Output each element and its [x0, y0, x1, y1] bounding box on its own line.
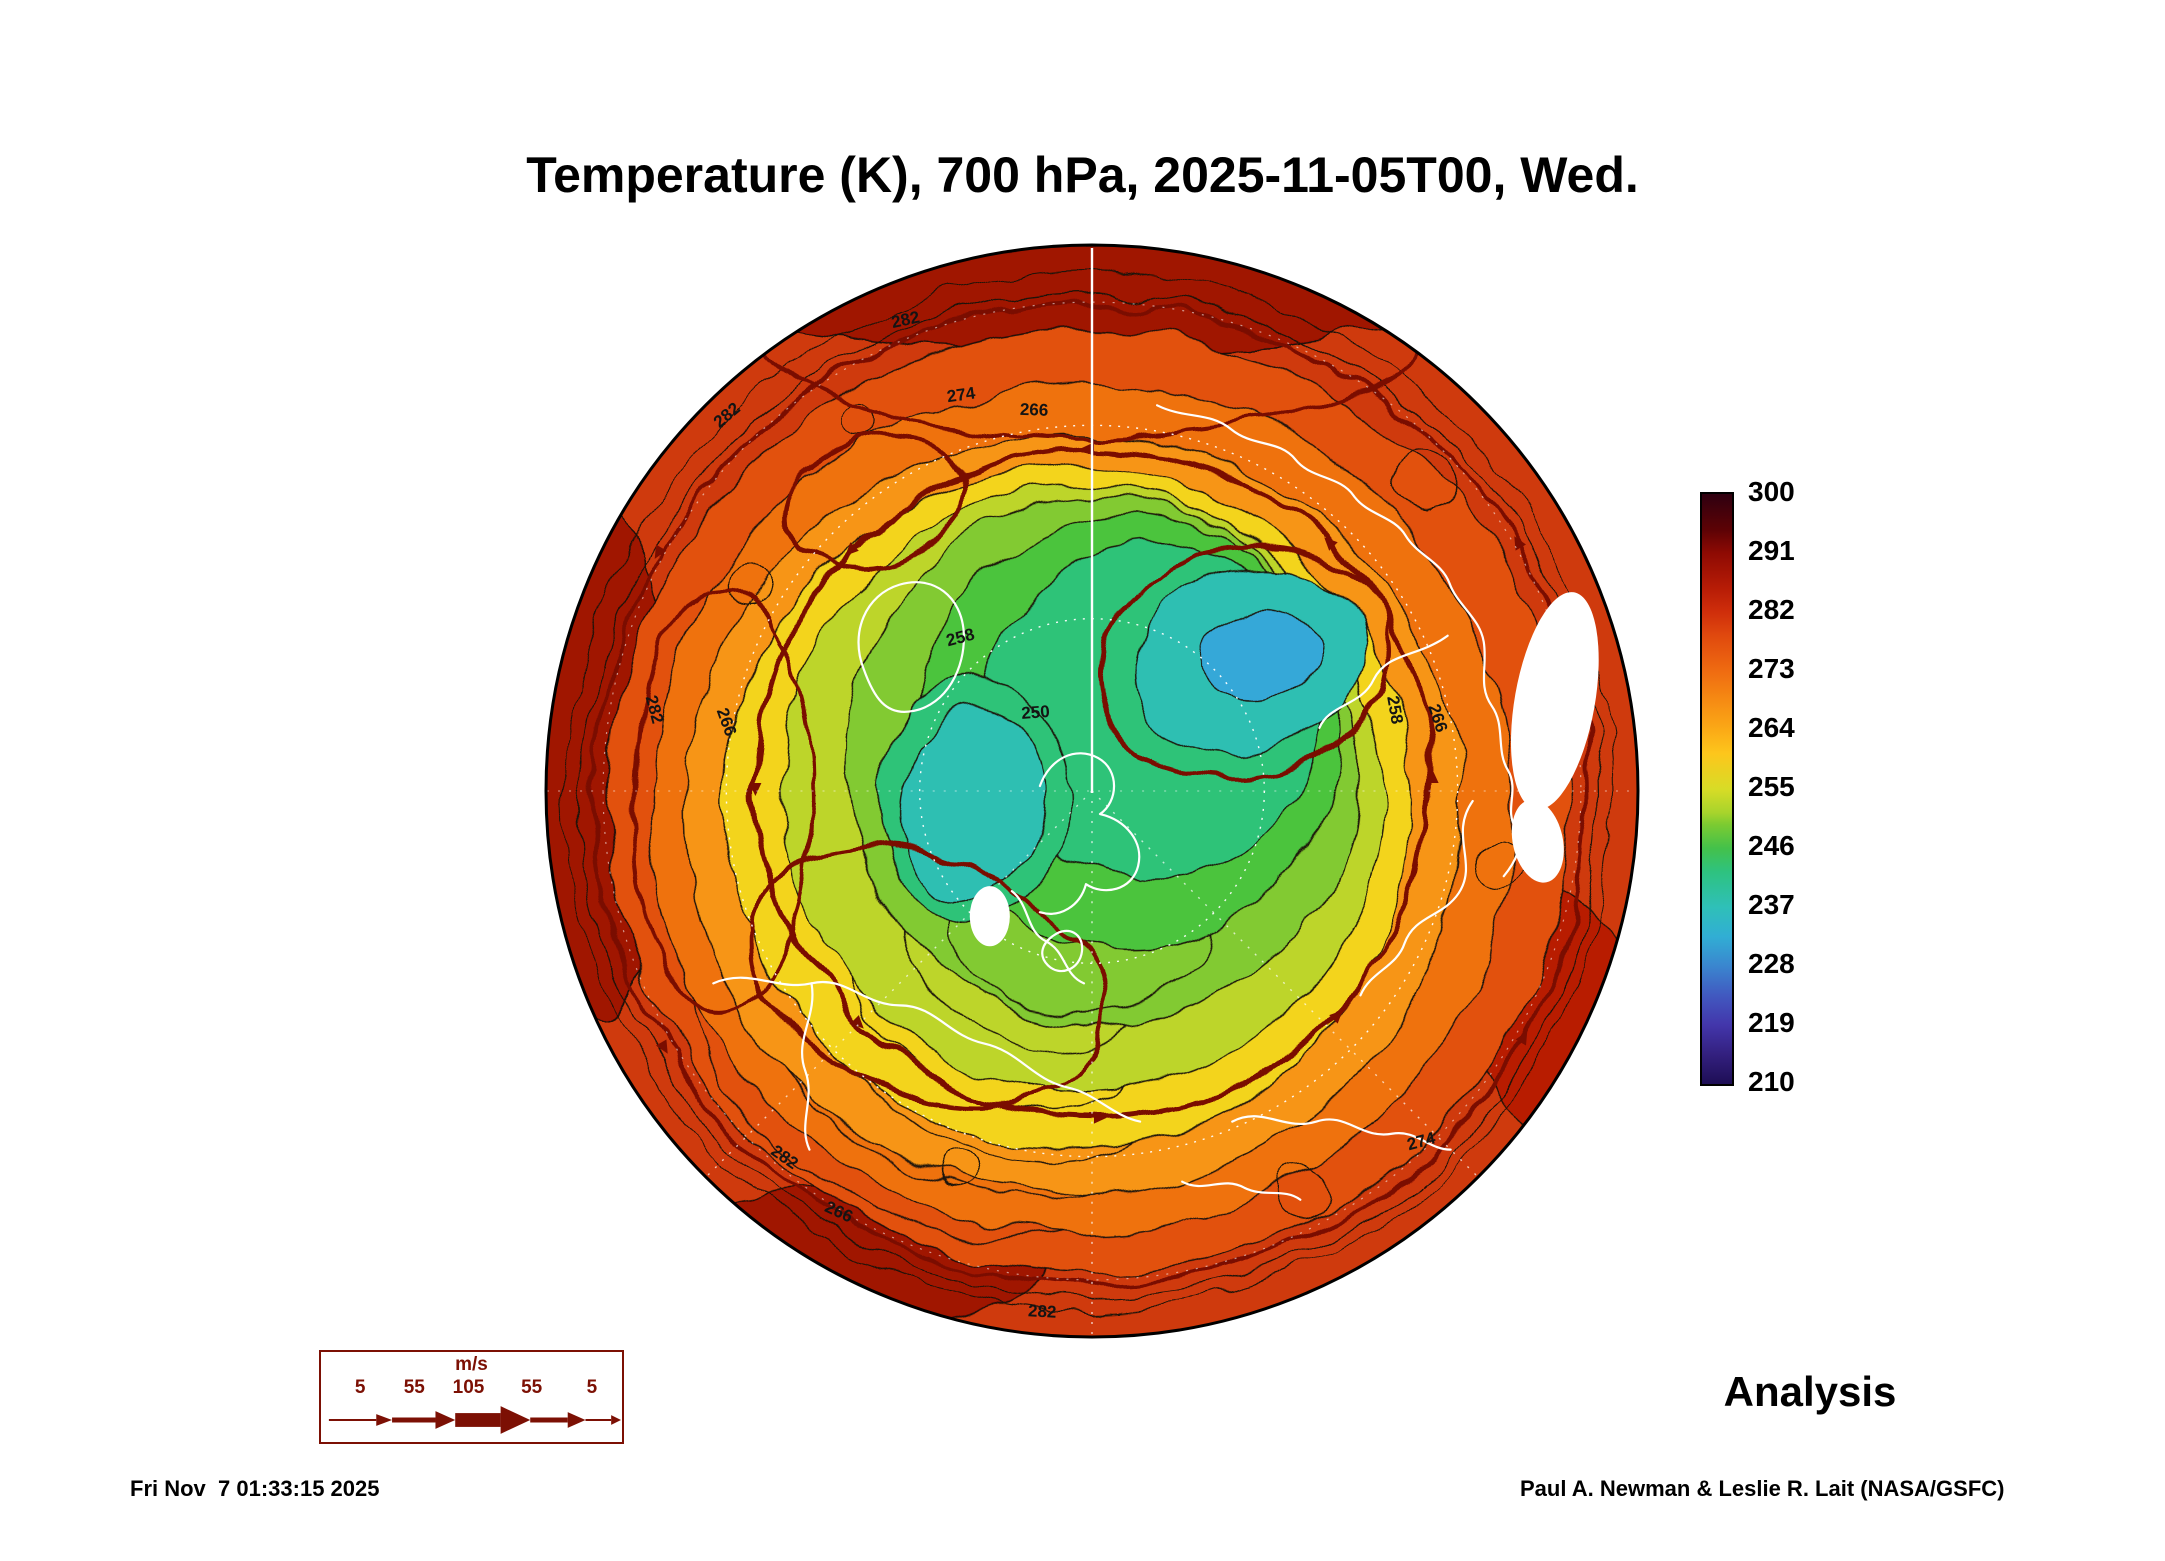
colorbar-tick: 246: [1748, 830, 1795, 861]
colorbar-tick: 228: [1748, 948, 1795, 979]
colorbar-tick: 237: [1748, 889, 1795, 920]
polar-temperature-map: 282 274 266 282 282 266 258 250 258 266 …: [544, 243, 1640, 1339]
temperature-field-bands: [546, 245, 1638, 1333]
page-title: Temperature (K), 700 hPa, 2025-11-05T00,…: [526, 147, 1639, 203]
credit-line: Paul A. Newman & Leslie R. Lait (NASA/GS…: [1520, 1476, 2005, 1501]
wind-units-label: m/s: [455, 1354, 488, 1375]
contour-label: 266: [1020, 400, 1049, 420]
colorbar-tick: 255: [1748, 771, 1795, 802]
colorbar-tick: 219: [1748, 1007, 1795, 1038]
colorbar-tick: 264: [1748, 712, 1795, 743]
wind-legend-tick: 5: [354, 1377, 366, 1398]
wind-direction-arrows: [654, 442, 1528, 1124]
colorbar-tick: 282: [1748, 594, 1795, 625]
analysis-label: Analysis: [1723, 1368, 1897, 1415]
temperature-colorbar: [1700, 492, 1734, 1086]
creation-timestamp: Fri Nov 7 01:33:15 2025: [130, 1476, 380, 1501]
white-void-regions: [969, 592, 1599, 947]
colorbar-tick-labels: 300 291 282 273 264 255 246 237 228 219 …: [1748, 476, 1838, 1097]
contour-label: 250: [1021, 702, 1051, 723]
wind-arrow-scale-graphic: [328, 1406, 622, 1434]
coastlines: [712, 404, 1521, 1201]
colorbar-tick: 273: [1748, 653, 1795, 684]
contour-label: 274: [946, 383, 977, 406]
colorbar-tick: 300: [1748, 476, 1795, 507]
contour-label: 282: [1028, 1301, 1057, 1321]
map-outline: [544, 243, 1640, 1339]
contour-label: 258: [1383, 694, 1407, 725]
colorbar-tick: 210: [1748, 1066, 1795, 1097]
wind-speed-legend: m/s 5 55 105 55 5: [319, 1350, 624, 1444]
colorbar-tick: 291: [1748, 535, 1795, 566]
wind-legend-tick: 5: [586, 1377, 598, 1398]
wind-legend-tick: 55: [403, 1377, 425, 1398]
wind-legend-tick: 55: [521, 1377, 543, 1398]
wind-legend-tick: 105: [452, 1377, 485, 1398]
